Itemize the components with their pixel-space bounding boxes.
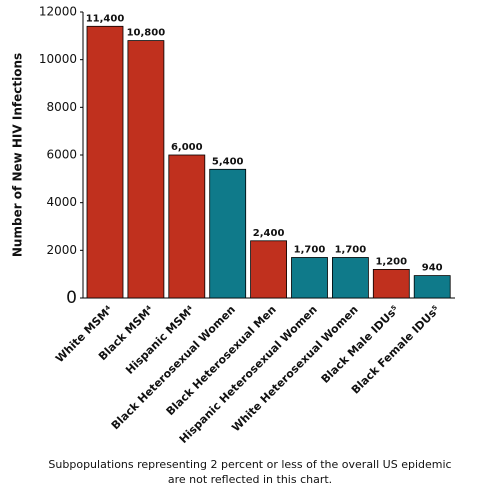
bar [372, 268, 410, 299]
y-tick-label: 8000 [46, 100, 77, 114]
y-tick-label: 2000 [46, 243, 77, 257]
value-label: 10,800 [127, 28, 166, 39]
value-label: 5,400 [212, 156, 244, 167]
bar [413, 275, 451, 299]
bar [250, 240, 288, 299]
bar [331, 257, 369, 299]
value-label: 6,000 [171, 142, 203, 153]
bar [291, 257, 328, 299]
bar [209, 168, 247, 299]
footnote: Subpopulations representing 2 percent or… [48, 458, 451, 471]
x-tick-label: Hispanic MSM⁴ [123, 303, 197, 377]
bar [168, 154, 206, 299]
footnote: are not reflected in this chart. [168, 473, 332, 486]
y-tick-label: 4000 [46, 195, 77, 209]
x-tick-label: Black Male IDUs⁵ [319, 303, 402, 386]
y-tick-label: 10000 [39, 52, 77, 66]
y-tick-label: 12000 [39, 5, 77, 19]
bar [86, 25, 124, 299]
value-label: 11,400 [86, 13, 125, 24]
y-axis-label: Number of New HIV Infections [11, 53, 25, 257]
value-label: 1,700 [294, 244, 326, 255]
y-tick-label: 0 [66, 288, 77, 308]
value-label: 1,200 [375, 256, 407, 267]
y-tick-label: 6000 [46, 148, 77, 162]
value-label: 2,400 [253, 228, 285, 239]
value-label: 1,700 [335, 244, 367, 255]
value-label: 940 [422, 263, 443, 274]
bar [127, 40, 165, 299]
